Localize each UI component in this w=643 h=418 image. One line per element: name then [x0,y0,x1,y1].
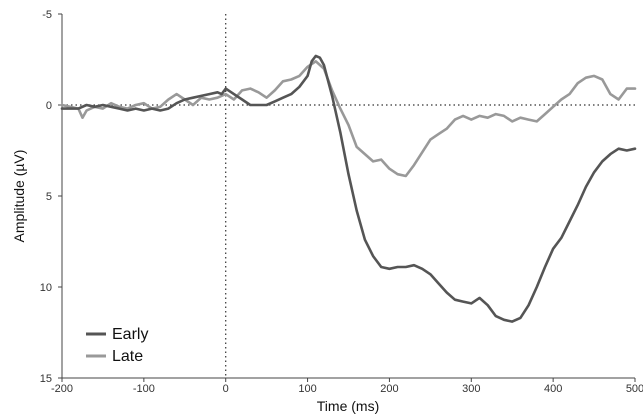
y-axis-title: Amplitude (µV) [11,150,27,243]
legend: Early Late [86,326,148,365]
y-tick-label: 5 [46,191,52,203]
x-tick-label: -100 [133,383,155,395]
legend-label-late: Late [112,348,143,365]
series-line-early [62,56,635,322]
x-tick-label: 300 [462,383,480,395]
y-tick-label: 15 [40,373,52,385]
x-tick-label: 200 [380,383,398,395]
y-tick-label: 0 [46,100,52,112]
x-tick-label: 500 [626,383,643,395]
x-tick-label: 0 [223,383,229,395]
x-tick-label: 400 [544,383,562,395]
x-tick-label: -200 [51,383,73,395]
legend-label-early: Early [112,326,148,343]
series-line-late [62,61,635,176]
x-tick-label: 100 [298,383,316,395]
y-tick-label: 10 [40,282,52,294]
y-tick-label: -5 [42,9,52,21]
x-axis-title: Time (ms) [317,398,379,414]
